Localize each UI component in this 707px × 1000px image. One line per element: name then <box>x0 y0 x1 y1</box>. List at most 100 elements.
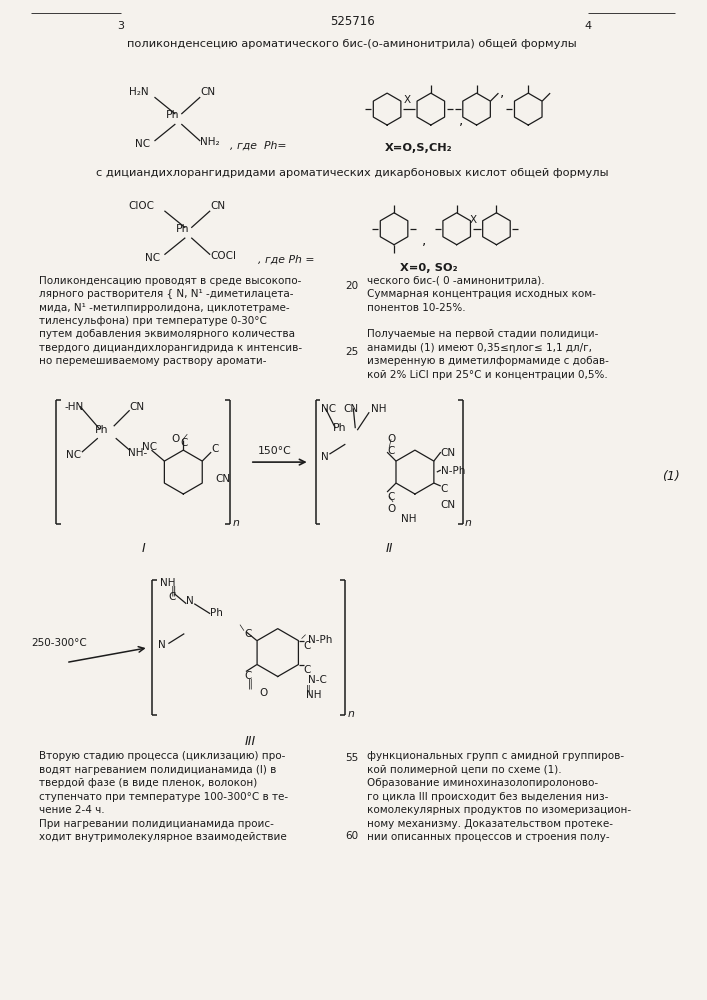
Text: NH: NH <box>401 514 416 524</box>
Text: твердого дициандихлорангидрида к интенсив-: твердого дициандихлорангидрида к интенси… <box>39 343 303 353</box>
Text: N-Ph: N-Ph <box>440 466 465 476</box>
Text: H₂N: H₂N <box>129 87 148 97</box>
Text: O: O <box>260 688 268 698</box>
Text: C: C <box>303 665 311 675</box>
Text: X=O,S,CH₂: X=O,S,CH₂ <box>385 143 452 153</box>
Text: NH-: NH- <box>128 448 147 458</box>
Text: X: X <box>470 215 477 225</box>
Text: X=0, SO₂: X=0, SO₂ <box>400 263 457 273</box>
Text: ‖: ‖ <box>170 586 176 596</box>
Text: Вторую стадию процесса (циклизацию) про-: Вторую стадию процесса (циклизацию) про- <box>39 751 286 761</box>
Text: Ph: Ph <box>95 425 109 435</box>
Text: C: C <box>244 671 251 681</box>
Text: n: n <box>464 518 472 528</box>
Text: N: N <box>186 596 194 606</box>
Text: Поликонденсацию проводят в среде высокопо-: Поликонденсацию проводят в среде высокоп… <box>39 276 302 286</box>
Text: N: N <box>322 452 329 462</box>
Text: 4: 4 <box>585 21 592 31</box>
Text: кой 2% LiCl при 25°C и концентрации 0,5%.: кой 2% LiCl при 25°C и концентрации 0,5%… <box>367 370 608 380</box>
Text: 60: 60 <box>346 831 359 841</box>
Text: CN: CN <box>129 402 145 412</box>
Text: ‖: ‖ <box>305 684 310 695</box>
Text: ,: , <box>422 233 426 247</box>
Text: ,: , <box>459 113 463 127</box>
Text: нии описанных процессов и строения полу-: нии описанных процессов и строения полу- <box>367 832 610 842</box>
Text: При нагревании полидицианамида проис-: При нагревании полидицианамида проис- <box>39 819 274 829</box>
Text: COCl: COCl <box>210 251 236 261</box>
Text: C: C <box>211 444 218 454</box>
Text: CN: CN <box>215 474 230 484</box>
Text: CN: CN <box>440 448 456 458</box>
Text: тиленсульфона) при температуре 0-30°C: тиленсульфона) при температуре 0-30°C <box>39 316 267 326</box>
Text: , где  Ph=: , где Ph= <box>230 141 286 151</box>
Text: NC: NC <box>134 139 150 149</box>
Text: анамиды (1) имеют 0,35≤ηлог≤ 1,1 дл/г,: анамиды (1) имеют 0,35≤ηлог≤ 1,1 дл/г, <box>367 343 592 353</box>
Text: мида, N¹ -метилпирролидона, циклотетраме-: мида, N¹ -метилпирролидона, циклотетраме… <box>39 303 290 313</box>
Text: O: O <box>387 434 395 444</box>
Text: ному механизму. Доказательством протеке-: ному механизму. Доказательством протеке- <box>367 819 613 829</box>
Text: NH: NH <box>160 578 176 588</box>
Text: Ph: Ph <box>210 608 223 618</box>
Text: n: n <box>347 709 354 719</box>
Text: NC: NC <box>144 253 160 263</box>
Text: N: N <box>158 640 166 650</box>
Text: 55: 55 <box>346 753 359 763</box>
Text: путем добавления эквимолярного количества: путем добавления эквимолярного количеств… <box>39 329 295 339</box>
Text: водят нагреванием полидицианамида (I) в: водят нагреванием полидицианамида (I) в <box>39 765 276 775</box>
Text: CN: CN <box>344 404 358 414</box>
Text: , где Ph =: , где Ph = <box>258 255 315 265</box>
Text: функциональных групп с амидной группиров-: функциональных групп с амидной группиров… <box>367 751 624 761</box>
Text: Суммарная концентрация исходных ком-: Суммарная концентрация исходных ком- <box>367 289 596 299</box>
Text: го цикла III происходит без выделения низ-: го цикла III происходит без выделения ни… <box>367 792 609 802</box>
Text: C: C <box>387 492 395 502</box>
Text: O: O <box>171 434 180 444</box>
Text: понентов 10-25%.: понентов 10-25%. <box>367 303 466 313</box>
Text: n: n <box>233 518 240 528</box>
Text: O: O <box>387 504 395 514</box>
Text: Ph: Ph <box>165 110 179 120</box>
Text: измеренную в диметилформамиде с добав-: измеренную в диметилформамиде с добав- <box>367 356 609 366</box>
Text: C: C <box>387 446 395 456</box>
Text: лярного растворителя { N, N¹ -диметилацета-: лярного растворителя { N, N¹ -диметилаце… <box>39 289 293 299</box>
Text: ступенчато при температуре 100-300°C в те-: ступенчато при температуре 100-300°C в т… <box>39 792 288 802</box>
Text: 525716: 525716 <box>330 15 375 28</box>
Text: NC: NC <box>66 450 81 460</box>
Text: CN: CN <box>210 201 226 211</box>
Text: 250-300°C: 250-300°C <box>31 638 87 648</box>
Text: NC: NC <box>141 442 157 452</box>
Text: I: I <box>141 542 146 555</box>
Text: 3: 3 <box>117 21 124 31</box>
Text: NH: NH <box>371 404 387 414</box>
Text: Получаемые на первой стадии полидици-: Получаемые на первой стадии полидици- <box>367 329 599 339</box>
Text: III: III <box>245 735 255 748</box>
Text: Ph: Ph <box>332 423 346 433</box>
Text: Образование иминохиназолопиролоново-: Образование иминохиназолопиролоново- <box>367 778 598 788</box>
Text: X: X <box>404 95 411 105</box>
Text: N-Ph: N-Ph <box>308 635 332 645</box>
Text: комолекулярных продуктов по изомеризацион-: комолекулярных продуктов по изомеризацио… <box>367 805 631 815</box>
Text: ‖: ‖ <box>247 679 252 689</box>
Text: 25: 25 <box>346 347 359 357</box>
Text: C: C <box>168 592 176 602</box>
Text: Ph: Ph <box>175 224 189 234</box>
Text: -HN: -HN <box>64 402 83 412</box>
Text: N-C: N-C <box>308 675 327 685</box>
Text: NC: NC <box>322 404 337 414</box>
Text: кой полимерной цепи по схеме (1).: кой полимерной цепи по схеме (1). <box>367 765 562 775</box>
Text: NH: NH <box>305 690 321 700</box>
Text: (1): (1) <box>662 470 680 483</box>
Text: C: C <box>244 629 251 639</box>
Text: NH₂: NH₂ <box>200 137 220 147</box>
Text: ходит внутримолекулярное взаимодействие: ходит внутримолекулярное взаимодействие <box>39 832 287 842</box>
Text: 150°C: 150°C <box>258 446 291 456</box>
Text: C: C <box>303 641 311 651</box>
Text: C: C <box>440 484 448 494</box>
Text: но перемешиваемому раствору аромати-: но перемешиваемому раствору аромати- <box>39 356 267 366</box>
Text: II: II <box>385 542 393 555</box>
Text: ClOC: ClOC <box>129 201 155 211</box>
Text: ,: , <box>501 85 505 99</box>
Text: CN: CN <box>440 500 456 510</box>
Text: поликонденсецию ароматического бис-(о-аминонитрила) общей формулы: поликонденсецию ароматического бис-(о-ам… <box>127 39 577 49</box>
Text: 20: 20 <box>346 281 359 291</box>
Text: с дициандихлорангидридами ароматических дикарбоновых кислот общей формулы: с дициандихлорангидридами ароматических … <box>96 168 609 178</box>
